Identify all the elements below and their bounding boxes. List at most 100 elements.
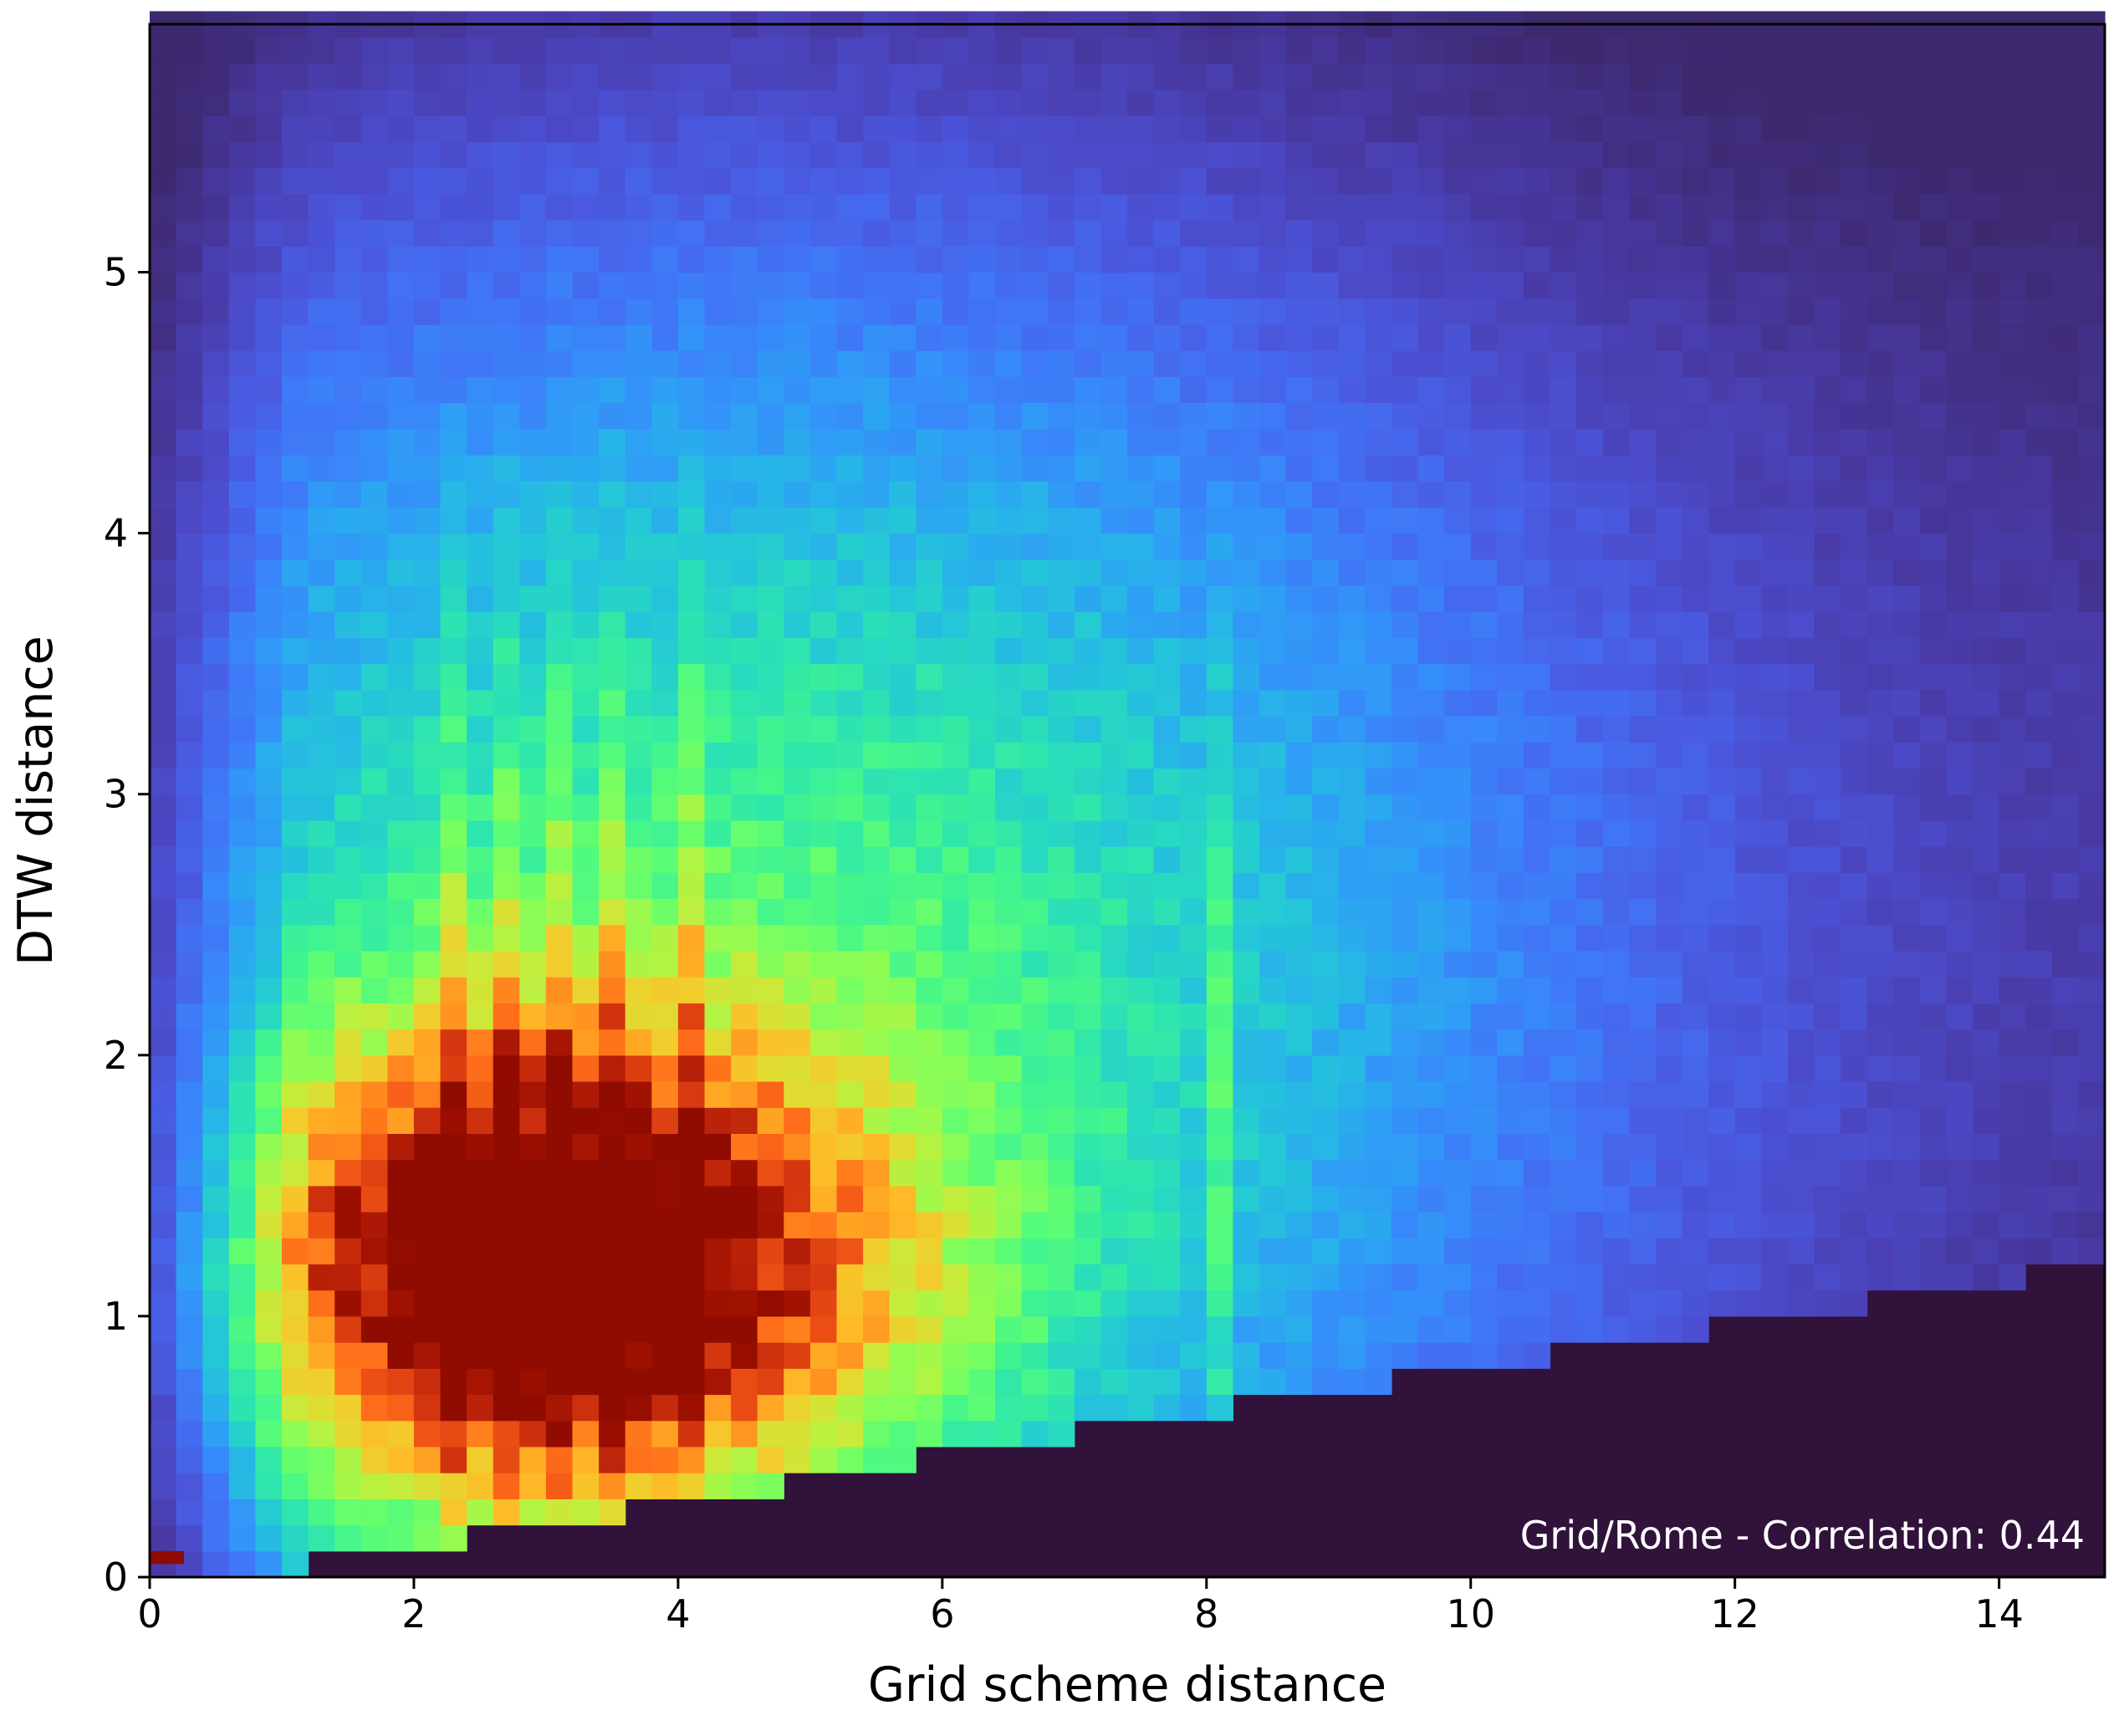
heatmap-cell: [413, 402, 442, 430]
heatmap-cell: [1312, 924, 1340, 952]
heatmap-cell: [572, 1315, 600, 1343]
heatmap-cell: [1285, 1185, 1313, 1213]
heatmap-cell: [202, 1315, 230, 1343]
heatmap-cell: [1550, 481, 1577, 508]
heatmap-cell: [731, 1185, 758, 1213]
heatmap-cell: [1866, 428, 1894, 456]
heatmap-cell: [1497, 246, 1524, 273]
heatmap-cell: [413, 455, 442, 482]
heatmap-cell: [202, 298, 230, 325]
heatmap-cell: [1233, 298, 1260, 325]
heatmap-cell: [942, 898, 969, 926]
heatmap-cell: [1391, 428, 1419, 456]
heatmap-cell: [625, 663, 652, 691]
heatmap-cell: [677, 819, 706, 847]
heatmap-cell: [1734, 193, 1762, 221]
heatmap-cell: [1153, 663, 1181, 691]
heatmap-cell: [1312, 481, 1340, 508]
heatmap-cell: [1206, 1133, 1233, 1161]
heatmap-cell: [863, 63, 891, 90]
heatmap-cell: [1814, 637, 1841, 665]
heatmap-cell: [176, 1524, 203, 1552]
heatmap-cell: [1470, 819, 1498, 847]
heatmap-cell: [1602, 1107, 1630, 1134]
heatmap-cell: [413, 1003, 442, 1030]
heatmap-cell: [1444, 611, 1472, 638]
heatmap-cell: [836, 481, 864, 508]
heatmap-cell: [334, 1524, 362, 1552]
heatmap-cell: [1312, 872, 1340, 900]
heatmap-cell: [1312, 1054, 1340, 1082]
heatmap-cell: [255, 193, 283, 221]
heatmap-cell: [1655, 637, 1683, 665]
heatmap-cell: [1734, 872, 1762, 900]
heatmap-cell: [1761, 1289, 1789, 1317]
heatmap-cell: [1470, 1107, 1498, 1134]
heatmap-cell: [1814, 1289, 1841, 1317]
heatmap-cell: [1338, 637, 1366, 665]
heatmap-cell: [545, 455, 574, 482]
heatmap-cell: [282, 819, 309, 847]
heatmap-cell: [704, 1081, 732, 1108]
heatmap-cell: [1602, 1212, 1630, 1238]
heatmap-cell: [1550, 1029, 1577, 1056]
heatmap-cell: [1074, 846, 1101, 873]
heatmap-cell: [1206, 951, 1233, 978]
heatmap-cell: [784, 1394, 811, 1422]
heatmap-cell: [176, 924, 203, 952]
heatmap-cell: [1814, 846, 1841, 873]
heatmap-cell: [651, 1342, 679, 1369]
heatmap-cell: [1233, 585, 1260, 612]
heatmap-cell: [1946, 350, 1973, 377]
heatmap-cell: [308, 533, 335, 560]
heatmap-cell: [916, 507, 943, 534]
heatmap-cell: [1338, 872, 1366, 900]
heatmap-cell: [1629, 507, 1657, 534]
y-tick-label: 2: [104, 1033, 128, 1078]
heatmap-cell: [228, 1159, 256, 1187]
heatmap-cell: [387, 768, 415, 795]
heatmap-cell: [308, 1394, 335, 1422]
heatmap-cell: [968, 1264, 996, 1291]
heatmap-cell: [1365, 193, 1392, 221]
heatmap-cell: [1629, 611, 1657, 638]
heatmap-cell: [1048, 1133, 1075, 1161]
heatmap-cell: [1100, 1264, 1128, 1291]
heatmap-cell: [704, 1185, 732, 1213]
heatmap-cell: [413, 193, 442, 221]
heatmap-cell: [1734, 585, 1762, 612]
heatmap-cell: [1048, 898, 1075, 926]
heatmap-cell: [1233, 924, 1260, 952]
heatmap-cell: [1893, 272, 1921, 299]
heatmap-cell: [1312, 37, 1340, 64]
heatmap-cell: [809, 794, 838, 821]
heatmap-cell: [1550, 1212, 1577, 1238]
heatmap-cell: [1233, 663, 1260, 691]
heatmap-cell: [1365, 1238, 1392, 1265]
heatmap-cell: [1259, 1264, 1287, 1291]
heatmap-cell: [2078, 167, 2106, 195]
heatmap-cell: [889, 1446, 917, 1473]
heatmap-cell: [1206, 246, 1233, 273]
heatmap-cell: [387, 1499, 415, 1526]
heatmap-cell: [572, 1342, 600, 1369]
heatmap-cell: [757, 1264, 784, 1291]
heatmap-cell: [809, 1394, 838, 1422]
heatmap-cell: [1338, 977, 1366, 1003]
heatmap-cell: [228, 507, 256, 534]
heatmap-cell: [2025, 89, 2053, 116]
heatmap-cell: [202, 1029, 230, 1056]
heatmap-cell: [1973, 689, 2000, 717]
heatmap-cell: [176, 220, 203, 247]
heatmap-cell: [942, 455, 969, 482]
heatmap-cell: [1259, 533, 1287, 560]
heatmap-cell: [942, 1238, 969, 1265]
heatmap-cell: [1338, 663, 1366, 691]
heatmap-cell: [889, 1054, 917, 1082]
heatmap-cell: [176, 246, 203, 273]
heatmap-cell: [387, 402, 415, 430]
heatmap-cell: [1444, 455, 1472, 482]
heatmap-cell: [625, 637, 652, 665]
heatmap-cell: [1365, 1133, 1392, 1161]
heatmap-cell: [1841, 846, 1868, 873]
